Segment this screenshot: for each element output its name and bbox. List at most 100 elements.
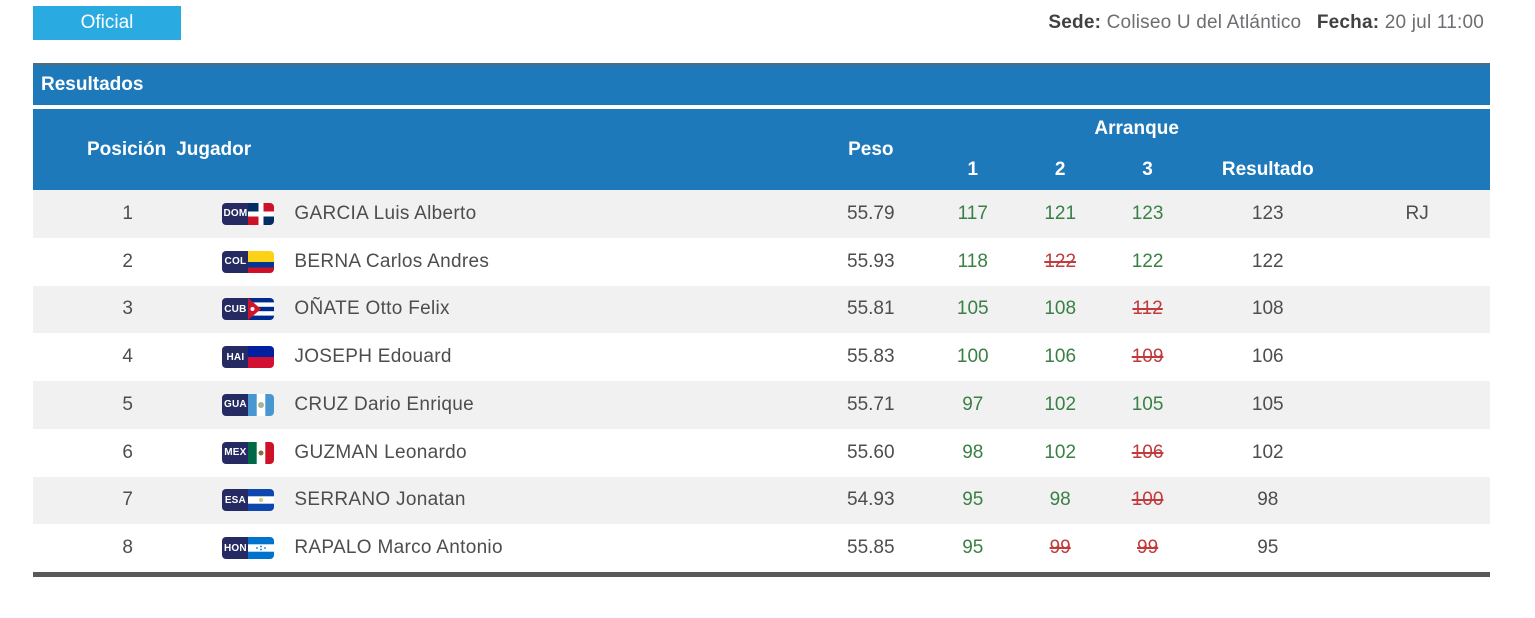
attempt-1-cell: 98 bbox=[962, 441, 984, 463]
attempt-3-cell: 123 bbox=[1131, 202, 1164, 224]
table-row: 6 MEX GUZMAN Leonardo 55.60 98 102 bbox=[33, 428, 1490, 477]
header-posicion-jugador: Posición Jugador bbox=[33, 109, 813, 190]
player-cell: MEX GUZMAN Leonardo bbox=[222, 429, 812, 477]
record-note-cell bbox=[1344, 524, 1490, 572]
header-jugador: Jugador bbox=[176, 138, 252, 160]
attempt-3-cell: 112 bbox=[1132, 298, 1163, 320]
bodyweight-cell: 55.93 bbox=[847, 250, 895, 272]
attempt-2-cell: 108 bbox=[1044, 298, 1077, 320]
noc-code: GUA bbox=[222, 393, 249, 416]
attempt-1-cell: 95 bbox=[962, 537, 984, 559]
athlete-name: GUZMAN Leonardo bbox=[294, 441, 467, 463]
position-cell: 6 bbox=[122, 441, 133, 463]
attempt-2-cell: 122 bbox=[1044, 250, 1077, 272]
header-attempt-1: 1 bbox=[929, 149, 1017, 190]
attempt-3-cell: 105 bbox=[1131, 393, 1164, 415]
noc-code: CUB bbox=[222, 298, 249, 321]
table-bottom-divider bbox=[33, 572, 1490, 577]
noc-code: HON bbox=[222, 537, 249, 560]
noc-code: HAI bbox=[222, 346, 249, 369]
bodyweight-cell: 55.85 bbox=[847, 537, 895, 559]
attempt-3-cell: 100 bbox=[1131, 489, 1164, 511]
result-cell: 106 bbox=[1251, 346, 1284, 368]
result-cell: 123 bbox=[1251, 202, 1284, 224]
result-cell: 102 bbox=[1251, 441, 1284, 463]
results-table: Posición Jugador Peso Arranque 1 2 3 Resu… bbox=[33, 109, 1490, 572]
status-badge: Oficial bbox=[33, 6, 181, 40]
flag-badge: MEX bbox=[222, 441, 275, 464]
results-panel: Resultados Posición Jugador Peso Arranque… bbox=[33, 63, 1490, 577]
result-cell: 98 bbox=[1257, 489, 1279, 511]
attempt-2-cell: 121 bbox=[1044, 202, 1077, 224]
athlete-name: BERNA Carlos Andres bbox=[294, 250, 490, 272]
record-note-cell bbox=[1344, 477, 1490, 525]
header-arranque-group: Arranque bbox=[929, 109, 1345, 149]
flag-badge: DOM bbox=[222, 202, 275, 225]
table-row: 4 HAI JOSEPH Edouard 55.83 100 106 bbox=[33, 333, 1490, 381]
record-note-cell bbox=[1344, 286, 1490, 334]
athlete-name: CRUZ Dario Enrique bbox=[294, 393, 475, 415]
result-cell: 95 bbox=[1257, 537, 1279, 559]
player-cell: COL BERNA Carlos Andres bbox=[222, 238, 812, 286]
bodyweight-cell: 55.79 bbox=[847, 202, 895, 224]
athlete-name: RAPALO Marco Antonio bbox=[294, 537, 503, 559]
position-cell: 4 bbox=[122, 346, 133, 368]
attempt-1-cell: 117 bbox=[957, 202, 988, 224]
table-row: 7 ESA SERRANO Jonatan 54.93 95 98 bbox=[33, 476, 1490, 525]
header-notes bbox=[1344, 109, 1490, 190]
attempt-1-cell: 118 bbox=[957, 250, 988, 272]
position-cell: 1 bbox=[122, 202, 133, 224]
position-cell: 3 bbox=[122, 298, 133, 320]
attempt-2-cell: 106 bbox=[1044, 346, 1077, 368]
attempt-3-cell: 99 bbox=[1137, 537, 1159, 559]
attempt-3-cell: 109 bbox=[1131, 346, 1164, 368]
player-cell: ESA SERRANO Jonatan bbox=[222, 477, 812, 525]
player-cell: DOM GARCIA Luis Alberto bbox=[222, 190, 812, 238]
attempt-1-cell: 97 bbox=[962, 393, 984, 415]
flag-icon-honduras bbox=[248, 537, 275, 560]
record-note-cell: RJ bbox=[1405, 202, 1429, 224]
flag-badge: HON bbox=[222, 537, 275, 560]
bodyweight-cell: 55.60 bbox=[847, 441, 895, 463]
flag-badge: HAI bbox=[222, 346, 275, 369]
attempt-1-cell: 100 bbox=[956, 346, 989, 368]
fecha-label: Fecha: bbox=[1316, 12, 1380, 33]
flag-badge: ESA bbox=[222, 489, 275, 512]
flag-badge: COL bbox=[222, 250, 275, 273]
record-note-cell bbox=[1344, 333, 1490, 381]
flag-badge: CUB bbox=[222, 298, 275, 321]
sede-label: Sede: bbox=[1048, 12, 1102, 33]
attempt-3-cell: 122 bbox=[1131, 250, 1164, 272]
table-row: 2 COL BERNA Carlos Andres 55.93 118 1 bbox=[33, 237, 1490, 286]
result-cell: 105 bbox=[1251, 393, 1284, 415]
table-row: 8 HON RAPALO Marco Antonio 55.85 95 9 bbox=[33, 524, 1490, 572]
attempt-2-cell: 102 bbox=[1044, 393, 1077, 415]
athlete-name: GARCIA Luis Alberto bbox=[294, 202, 477, 224]
flag-icon-colombia bbox=[248, 250, 275, 273]
bodyweight-cell: 55.71 bbox=[847, 393, 895, 415]
attempt-3-cell: 106 bbox=[1131, 441, 1164, 463]
top-bar: Oficial Sede: Coliseo U del Atlántico Fe… bbox=[33, 6, 1490, 40]
noc-code: ESA bbox=[222, 489, 249, 512]
bodyweight-cell: 55.81 bbox=[847, 298, 895, 320]
player-cell: CUB OÑATE Otto Felix bbox=[222, 286, 812, 334]
header-posicion: Posición bbox=[87, 138, 167, 160]
flag-icon-haiti bbox=[248, 346, 275, 369]
bodyweight-cell: 55.83 bbox=[847, 346, 895, 368]
table-row: 5 GUA CRUZ Dario Enrique 55.71 97 102 bbox=[33, 381, 1490, 429]
noc-code: MEX bbox=[222, 441, 249, 464]
player-cell: HAI JOSEPH Edouard bbox=[222, 333, 812, 381]
record-note-cell bbox=[1344, 381, 1490, 429]
flag-icon-mexico bbox=[248, 441, 275, 464]
flag-icon-dominican-republic bbox=[248, 202, 275, 225]
sede-value: Coliseo U del Atlántico bbox=[1106, 12, 1302, 33]
header-peso: Peso bbox=[812, 109, 930, 190]
attempt-2-cell: 98 bbox=[1049, 489, 1071, 511]
flag-icon-cuba bbox=[248, 298, 275, 321]
attempt-2-cell: 102 bbox=[1044, 441, 1077, 463]
player-cell: GUA CRUZ Dario Enrique bbox=[222, 381, 812, 429]
result-cell: 108 bbox=[1251, 298, 1284, 320]
result-cell: 122 bbox=[1251, 250, 1284, 272]
position-cell: 2 bbox=[122, 250, 133, 272]
athlete-name: OÑATE Otto Felix bbox=[294, 298, 450, 320]
